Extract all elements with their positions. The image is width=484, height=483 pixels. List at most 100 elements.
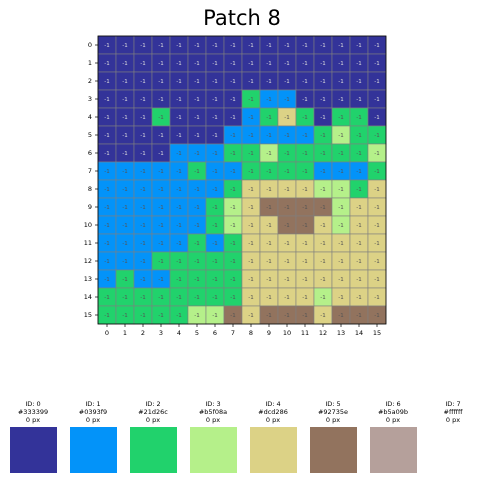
- cell-label: -1: [212, 97, 217, 103]
- legend-hex: #ffffff: [443, 408, 463, 416]
- cell-label: -1: [266, 187, 271, 193]
- legend-swatch: [369, 427, 417, 473]
- cell-label: -1: [356, 205, 361, 211]
- cell-label: -1: [248, 169, 253, 175]
- cell-label: -1: [212, 151, 217, 157]
- col-label: 7: [231, 329, 235, 337]
- cell-label: -1: [338, 115, 343, 121]
- cell-label: -1: [176, 115, 181, 121]
- cell-label: -1: [248, 61, 253, 67]
- cell-label: -1: [338, 151, 343, 157]
- cell-label: -1: [266, 223, 271, 229]
- cell-label: -1: [212, 277, 217, 283]
- cell-label: -1: [122, 169, 127, 175]
- cell-label: -1: [374, 115, 379, 121]
- cell-label: -1: [248, 79, 253, 85]
- cell-label: -1: [194, 133, 199, 139]
- cell-label: -1: [230, 97, 235, 103]
- row-label: 4: [88, 113, 92, 121]
- col-label: 5: [195, 329, 199, 337]
- cell-label: -1: [374, 259, 379, 265]
- cell-label: -1: [338, 277, 343, 283]
- cell-label: -1: [104, 259, 109, 265]
- cell-label: -1: [338, 313, 343, 319]
- legend-item: ID: 3 #b5f08a 0 px: [189, 400, 237, 473]
- cell-label: -1: [356, 223, 361, 229]
- legend-swatch: [69, 427, 117, 473]
- cell-label: -1: [194, 43, 199, 49]
- cell-label: -1: [284, 313, 289, 319]
- cell-label: -1: [266, 151, 271, 157]
- cell-label: -1: [266, 115, 271, 121]
- cell-label: -1: [320, 241, 325, 247]
- legend-id: ID: 1: [85, 400, 101, 408]
- cell-label: -1: [248, 205, 253, 211]
- cell-label: -1: [194, 61, 199, 67]
- col-label: 8: [249, 329, 253, 337]
- cell-label: -1: [248, 313, 253, 319]
- cell-label: -1: [356, 97, 361, 103]
- cell-label: -1: [374, 79, 379, 85]
- col-label: 3: [159, 329, 163, 337]
- cell-label: -1: [320, 133, 325, 139]
- cell-label: -1: [302, 259, 307, 265]
- row-label: 6: [88, 149, 92, 157]
- cell-label: -1: [158, 259, 163, 265]
- legend-caption: ID: 7 #ffffff 0 px: [429, 400, 477, 424]
- cell-label: -1: [158, 133, 163, 139]
- cell-label: -1: [248, 115, 253, 121]
- row-label: 13: [84, 275, 92, 283]
- cell-label: -1: [140, 133, 145, 139]
- cell-label: -1: [212, 133, 217, 139]
- cell-label: -1: [248, 241, 253, 247]
- cell-label: -1: [338, 295, 343, 301]
- cell-label: -1: [176, 43, 181, 49]
- cell-label: -1: [320, 79, 325, 85]
- legend-caption: ID: 3 #b5f08a 0 px: [189, 400, 237, 424]
- cell-label: -1: [176, 169, 181, 175]
- cell-label: -1: [374, 151, 379, 157]
- cell-label: -1: [122, 43, 127, 49]
- cell-label: -1: [104, 313, 109, 319]
- cell-label: -1: [302, 223, 307, 229]
- cell-label: -1: [302, 151, 307, 157]
- cell-label: -1: [104, 241, 109, 247]
- cell-label: -1: [212, 187, 217, 193]
- cell-label: -1: [140, 295, 145, 301]
- cell-label: -1: [374, 223, 379, 229]
- cell-label: -1: [284, 97, 289, 103]
- cell-label: -1: [320, 43, 325, 49]
- cell-label: -1: [140, 79, 145, 85]
- cell-label: -1: [194, 259, 199, 265]
- legend-px: 0 px: [385, 416, 401, 424]
- cell-label: -1: [374, 313, 379, 319]
- legend-item: ID: 4 #dcd286 0 px: [249, 400, 297, 473]
- legend-hex: #dcd286: [258, 408, 288, 416]
- patch-grid: -1 -1 -1 -1 -1 -1 -1 -1 -1 -1 -1 -1 -1 -1 -1 -1 -1 -1 -1 -1…: [84, 35, 387, 337]
- cell-label: -1: [284, 61, 289, 67]
- cell-label: -1: [176, 295, 181, 301]
- cell-label: -1: [104, 277, 109, 283]
- cell-label: -1: [158, 241, 163, 247]
- cell-label: -1: [212, 169, 217, 175]
- cell-label: -1: [212, 313, 217, 319]
- row-label: 11: [84, 239, 92, 247]
- row-label: 2: [88, 77, 92, 85]
- cell-label: -1: [230, 205, 235, 211]
- legend-id: ID: 3: [205, 400, 221, 408]
- cell-label: -1: [194, 115, 199, 121]
- grid-border: [97, 35, 387, 325]
- cell-label: -1: [302, 43, 307, 49]
- cell-label: -1: [338, 187, 343, 193]
- cell-label: -1: [284, 223, 289, 229]
- legend-px: 0 px: [265, 416, 281, 424]
- cell-label: -1: [248, 97, 253, 103]
- legend-px: 0 px: [445, 416, 461, 424]
- cell-label: -1: [338, 223, 343, 229]
- cell-label: -1: [284, 79, 289, 85]
- cell-label: -1: [140, 241, 145, 247]
- cell-label: -1: [338, 97, 343, 103]
- cell-label: -1: [356, 133, 361, 139]
- cell-label: -1: [176, 97, 181, 103]
- cell-label: -1: [338, 169, 343, 175]
